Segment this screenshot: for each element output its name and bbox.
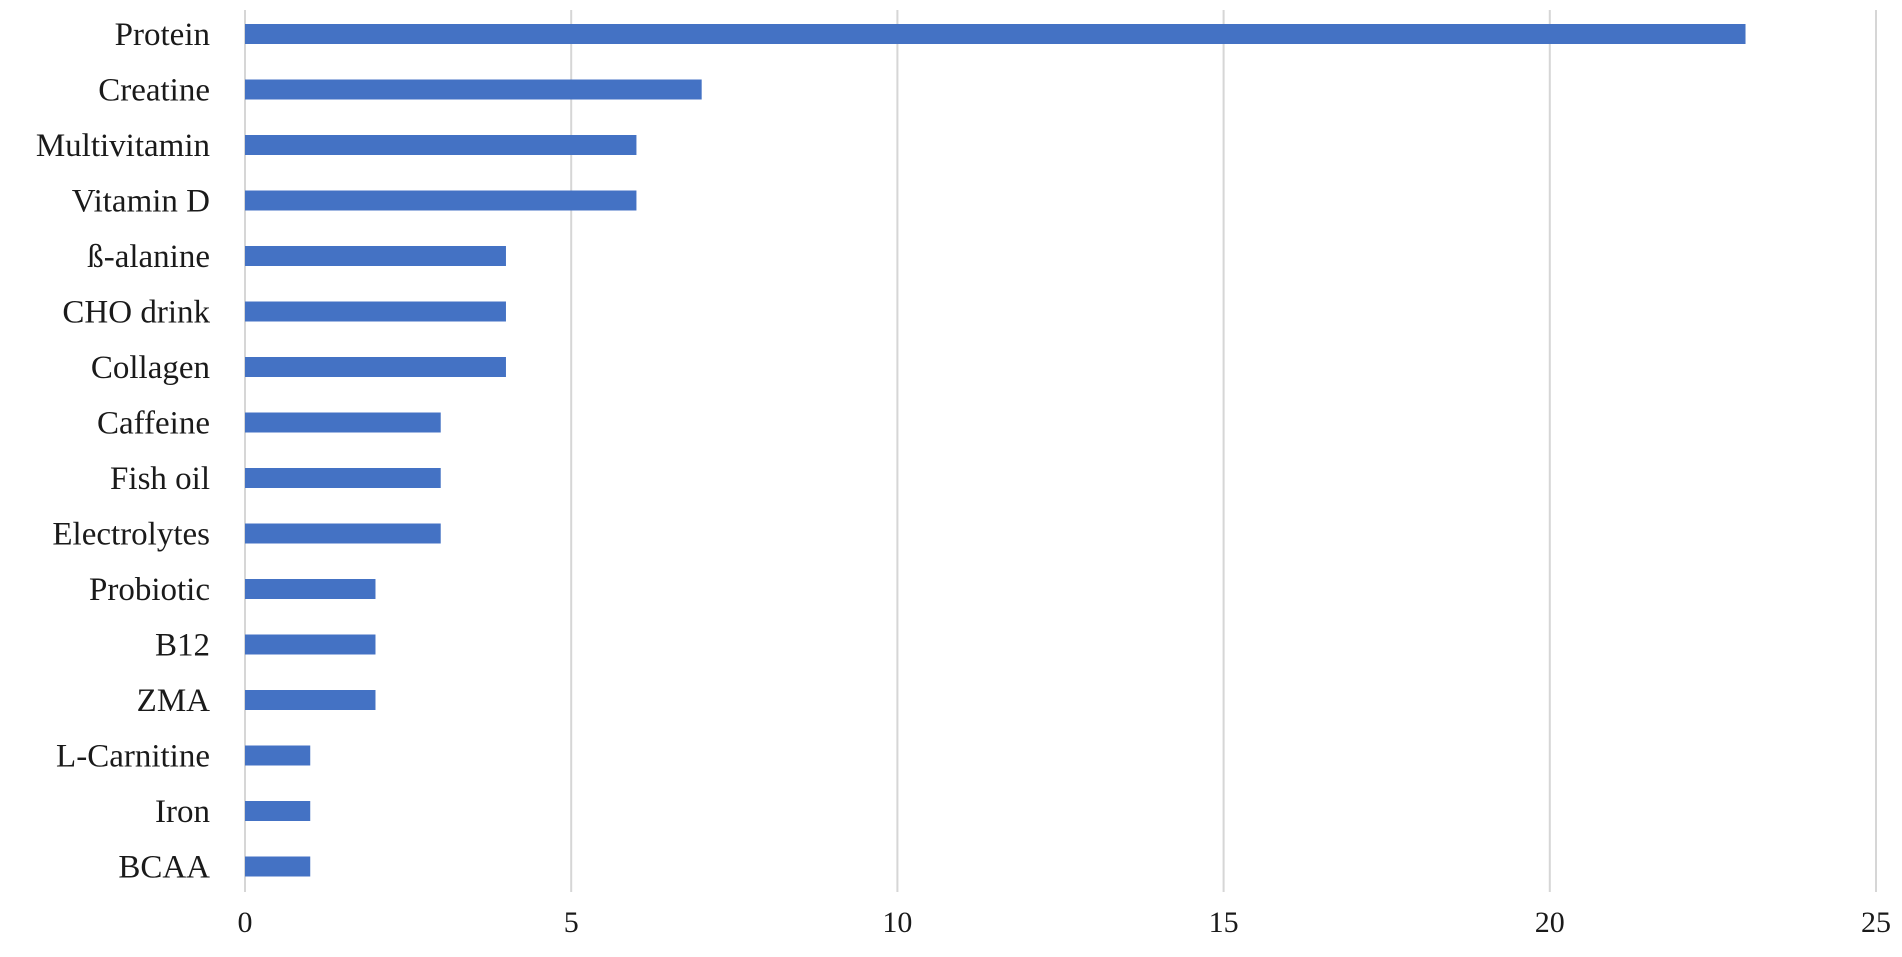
bar-iron: [245, 801, 311, 821]
bar-protein: [245, 24, 1746, 44]
category-label: ZMA: [137, 683, 211, 719]
bar-cho-drink: [245, 301, 506, 322]
bar-creatine: [245, 79, 702, 100]
bar-vitamin-d: [245, 190, 637, 211]
category-label: Probiotic: [89, 572, 210, 608]
bar-bcaa: [245, 856, 311, 877]
x-tick-label: 20: [1535, 906, 1565, 939]
category-label: L-Carnitine: [56, 739, 210, 775]
bar-probiotic: [245, 579, 376, 599]
bar-multivitamin: [245, 135, 637, 155]
category-label: Creatine: [98, 73, 210, 109]
category-label: Iron: [155, 794, 210, 830]
category-label: CHO drink: [62, 295, 210, 331]
category-label: BCAA: [118, 850, 210, 886]
category-label: Vitamin D: [72, 184, 210, 220]
x-tick-label: 25: [1861, 906, 1891, 939]
category-labels: Protein Creatine Multivitamin Vitamin D ß-al…: [36, 17, 211, 886]
x-tick-label: 10: [882, 906, 912, 939]
x-tick-labels: 0 5 10 15 20 25: [238, 906, 1892, 939]
category-label: Collagen: [91, 350, 210, 386]
x-tick-label: 15: [1209, 906, 1239, 939]
bar-collagen: [245, 357, 506, 377]
bars: [245, 24, 1746, 877]
bar-electrolytes: [245, 523, 441, 544]
x-tick-label: 5: [564, 906, 579, 939]
bar-caffeine: [245, 412, 441, 433]
bar-l-carnitine: [245, 745, 311, 766]
category-label: Multivitamin: [36, 128, 210, 164]
bar-fish-oil: [245, 468, 441, 488]
gridlines: [244, 10, 1877, 892]
bar--alanine: [245, 246, 506, 266]
category-label: Caffeine: [97, 406, 210, 442]
category-label: B12: [155, 628, 210, 664]
bar-zma: [245, 690, 376, 710]
x-tick-label: 0: [238, 906, 253, 939]
category-label: Fish oil: [110, 461, 210, 497]
bar-b12: [245, 634, 376, 655]
category-label: ß-alanine: [87, 239, 210, 275]
category-label: Electrolytes: [52, 517, 210, 553]
category-label: Protein: [115, 17, 210, 53]
